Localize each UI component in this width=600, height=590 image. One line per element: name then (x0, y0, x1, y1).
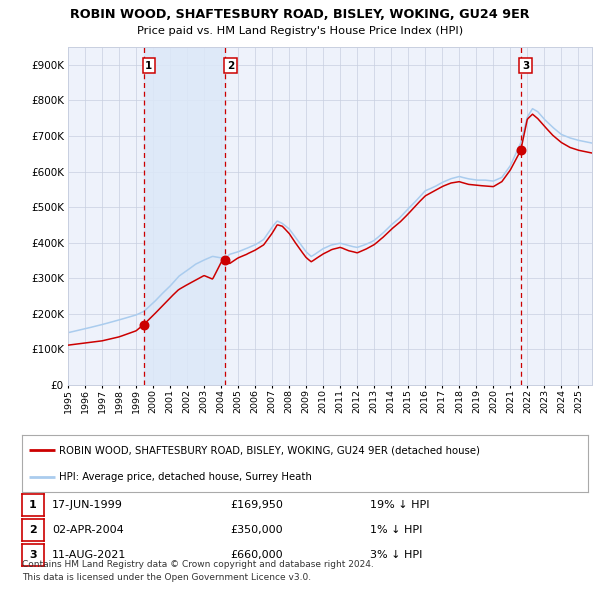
Text: 1: 1 (145, 61, 152, 71)
Text: 2: 2 (227, 61, 234, 71)
Text: This data is licensed under the Open Government Licence v3.0.: This data is licensed under the Open Gov… (22, 573, 311, 582)
Text: ROBIN WOOD, SHAFTESBURY ROAD, BISLEY, WOKING, GU24 9ER (detached house): ROBIN WOOD, SHAFTESBURY ROAD, BISLEY, WO… (59, 445, 480, 455)
Point (139, 320, 149, 329)
Text: Contains HM Land Registry data © Crown copyright and database right 2024.: Contains HM Land Registry data © Crown c… (22, 560, 374, 569)
Text: £660,000: £660,000 (230, 550, 283, 560)
Text: 02-APR-2004: 02-APR-2004 (52, 525, 124, 535)
Point (516, 146, 526, 155)
Point (221, 255, 230, 265)
Bar (144, 47, 226, 385)
Text: 1% ↓ HPI: 1% ↓ HPI (370, 525, 422, 535)
Text: HPI: Average price, detached house, Surrey Heath: HPI: Average price, detached house, Surr… (59, 471, 311, 481)
Text: 17-JUN-1999: 17-JUN-1999 (52, 500, 123, 510)
Text: 3: 3 (522, 61, 529, 71)
Text: Price paid vs. HM Land Registry's House Price Index (HPI): Price paid vs. HM Land Registry's House … (137, 26, 463, 36)
Text: 3% ↓ HPI: 3% ↓ HPI (370, 550, 422, 560)
Text: 11-AUG-2021: 11-AUG-2021 (52, 550, 127, 560)
Text: ROBIN WOOD, SHAFTESBURY ROAD, BISLEY, WOKING, GU24 9ER: ROBIN WOOD, SHAFTESBURY ROAD, BISLEY, WO… (70, 8, 530, 21)
Text: 3: 3 (29, 550, 37, 560)
Text: £350,000: £350,000 (230, 525, 283, 535)
Text: £169,950: £169,950 (230, 500, 283, 510)
Text: 19% ↓ HPI: 19% ↓ HPI (370, 500, 430, 510)
Text: 2: 2 (29, 525, 37, 535)
Text: 1: 1 (29, 500, 37, 510)
